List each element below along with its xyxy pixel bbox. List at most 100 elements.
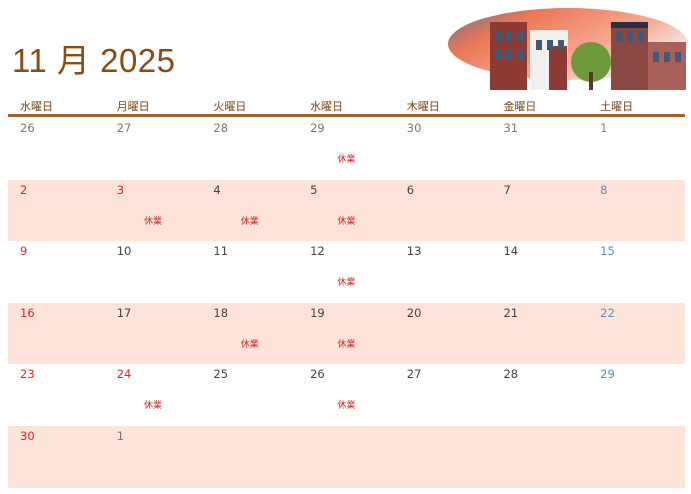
day-number: 29 (310, 121, 325, 135)
day-number: 11 (213, 244, 229, 259)
day-number: 3 (116, 182, 125, 197)
day-cell[interactable]: 9 (8, 241, 105, 303)
day-number: 1 (600, 121, 608, 135)
week-row: 9 10 11 12 休業 13 14 15 (8, 241, 685, 303)
day-number: 6 (406, 182, 415, 197)
closed-note: 休業 (337, 278, 356, 289)
day-cell[interactable]: 22 (588, 303, 685, 365)
day-cell[interactable]: 4 休業 (201, 180, 298, 242)
day-number: 14 (503, 244, 519, 259)
day-cell[interactable]: 16 (8, 303, 105, 365)
day-cell[interactable]: 2 (8, 180, 105, 242)
day-cell[interactable]: 30 (8, 426, 105, 488)
day-number: 26 (310, 367, 325, 382)
day-number: 27 (406, 367, 422, 382)
day-number: 17 (116, 305, 132, 320)
day-cell[interactable]: 1 (105, 426, 202, 488)
day-cell[interactable] (201, 426, 298, 488)
closed-note: 休業 (337, 216, 356, 227)
day-number: 13 (406, 244, 422, 259)
day-cell[interactable]: 11 (201, 241, 298, 303)
day-cell[interactable]: 29 休業 (298, 118, 395, 180)
weekday-label: 火曜日 (213, 100, 247, 113)
day-number: 31 (503, 121, 519, 135)
week-row: 23 24 休業 25 26 休業 27 28 29 (8, 364, 685, 426)
day-cell[interactable] (395, 426, 492, 488)
day-number: 28 (503, 367, 519, 382)
closed-note: 休業 (144, 216, 163, 227)
week-row: 16 17 18 休業 19 休業 20 21 22 (8, 302, 685, 365)
weekday-label: 木曜日 (406, 100, 440, 113)
day-cell[interactable]: 1 (588, 118, 685, 180)
day-cell[interactable]: 7 (491, 180, 588, 242)
day-cell[interactable]: 5 休業 (298, 180, 395, 242)
week-row: 26 27 28 29 休業 30 31 1 (8, 118, 685, 180)
closed-note: 休業 (337, 339, 356, 350)
day-number: 9 (20, 244, 28, 259)
day-cell[interactable]: 21 (491, 303, 588, 365)
day-cell[interactable]: 6 (395, 180, 492, 242)
day-cell[interactable]: 19 休業 (298, 303, 395, 365)
day-number: 23 (20, 367, 35, 382)
day-cell[interactable] (491, 426, 588, 488)
day-number: 7 (503, 182, 511, 197)
weekday-label: 土曜日 (600, 100, 634, 113)
day-cell[interactable]: 23 (8, 364, 105, 426)
day-cell[interactable]: 17 (105, 303, 202, 365)
day-cell[interactable]: 27 (105, 118, 202, 180)
day-number: 2 (20, 182, 28, 197)
weekday-header: 水曜日 月曜日 火曜日 水曜日 木曜日 金曜日 土曜日 (8, 98, 685, 117)
day-number: 15 (600, 244, 615, 259)
day-number: 30 (20, 428, 35, 443)
day-cell[interactable]: 8 (588, 180, 685, 242)
day-cell[interactable] (298, 426, 395, 488)
calendar-grid: 26 27 28 29 休業 30 31 1 2 3 休業 4 休業 5 休業 6 7 8 9 10 11 12 休業 13 1… (8, 118, 685, 488)
day-cell[interactable]: 26 (8, 118, 105, 180)
weekday-label: 金曜日 (503, 100, 537, 113)
day-cell[interactable]: 13 (395, 241, 492, 303)
day-number: 27 (116, 121, 132, 135)
day-cell[interactable]: 30 (395, 118, 492, 180)
day-cell[interactable]: 20 (395, 303, 492, 365)
day-cell[interactable]: 15 (588, 241, 685, 303)
day-number: 28 (213, 121, 229, 135)
closed-note: 休業 (144, 401, 163, 412)
day-number: 5 (310, 182, 318, 197)
day-number: 4 (213, 182, 221, 197)
day-cell[interactable]: 31 (491, 118, 588, 180)
month-title: 11 月 2025 (12, 42, 176, 79)
day-number: 24 (116, 367, 132, 382)
day-cell[interactable] (588, 426, 685, 488)
day-number: 21 (503, 305, 519, 320)
day-number: 20 (406, 305, 422, 320)
townhouses-illustration (448, 8, 688, 90)
day-number: 16 (20, 305, 35, 320)
day-cell[interactable]: 24 休業 (105, 364, 202, 426)
day-number: 19 (310, 305, 325, 320)
closed-note: 休業 (240, 216, 259, 227)
day-number: 18 (213, 305, 229, 320)
day-cell[interactable]: 14 (491, 241, 588, 303)
day-number: 12 (310, 244, 325, 259)
week-row: 30 1 (8, 425, 685, 488)
day-cell[interactable]: 27 (395, 364, 492, 426)
day-cell[interactable]: 25 (201, 364, 298, 426)
day-cell[interactable]: 12 休業 (298, 241, 395, 303)
day-number: 26 (20, 121, 35, 135)
closed-note: 休業 (337, 155, 356, 165)
day-number: 29 (600, 367, 615, 382)
weekday-label: 水曜日 (310, 100, 344, 113)
day-number: 1 (116, 428, 125, 443)
day-cell[interactable]: 28 (491, 364, 588, 426)
day-cell[interactable]: 3 休業 (105, 180, 202, 242)
day-cell[interactable]: 29 (588, 364, 685, 426)
day-number: 25 (213, 367, 229, 382)
day-cell[interactable]: 10 (105, 241, 202, 303)
day-cell[interactable]: 18 休業 (201, 303, 298, 365)
closed-note: 休業 (240, 339, 259, 350)
day-cell[interactable]: 26 休業 (298, 364, 395, 426)
week-row: 2 3 休業 4 休業 5 休業 6 7 8 (8, 179, 685, 242)
weekday-label: 水曜日 (20, 100, 53, 113)
day-cell[interactable]: 28 (201, 118, 298, 180)
weekday-label: 月曜日 (116, 100, 150, 113)
